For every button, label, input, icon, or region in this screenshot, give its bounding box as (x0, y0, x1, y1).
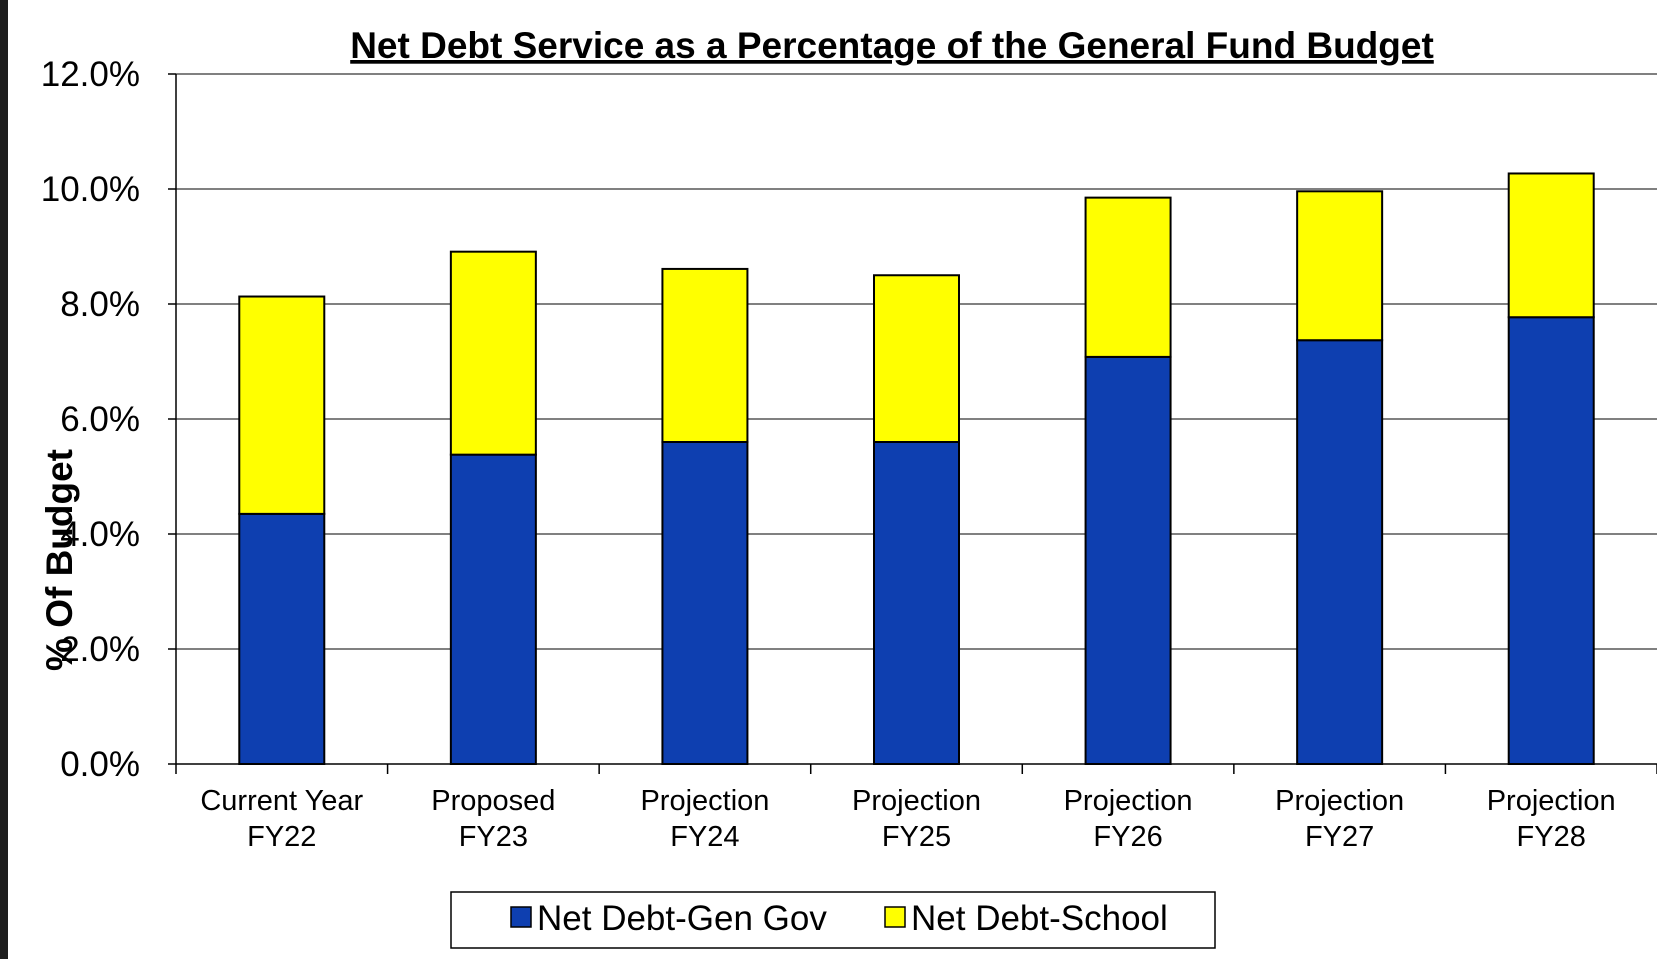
x-category-label: FY25 (882, 821, 951, 853)
y-tick-label: 0.0% (60, 745, 140, 784)
bar-net-debt-gen-gov (661, 441, 749, 765)
legend-box (450, 891, 1216, 949)
y-tick-label: 6.0% (60, 400, 140, 439)
bar-net-debt-school (449, 250, 537, 456)
bar-net-debt-school (661, 267, 749, 443)
x-category-label: FY23 (459, 821, 528, 853)
bar-net-debt-school (1507, 172, 1595, 319)
bar-net-debt-gen-gov (1296, 339, 1384, 765)
legend-label-gen-gov: Net Debt-Gen Gov (537, 899, 827, 938)
x-category-label: FY28 (1517, 821, 1586, 853)
bar-net-debt-school (1296, 190, 1384, 342)
bar-net-debt-school (238, 295, 326, 515)
bars (238, 172, 1595, 765)
bar-net-debt-school (873, 274, 960, 443)
legend: Net Debt-Gen Gov Net Debt-School (450, 891, 1216, 949)
x-category-label: Projection (1064, 785, 1193, 817)
legend-label-school: Net Debt-School (911, 899, 1168, 938)
x-category-label: Current Year (200, 785, 363, 817)
chart-frame: 0.0% 2.0% 4.0% 6.0% 8.0% 10.0% 12.0% Current Ye… (8, 0, 1657, 959)
y-tick-label: 10.0% (41, 170, 140, 209)
bar-net-debt-gen-gov (873, 441, 960, 765)
chart-title: Net Debt Service as a Percentage of the … (350, 25, 1434, 66)
bar-net-debt-gen-gov (1507, 316, 1595, 765)
bar-net-debt-gen-gov (449, 453, 537, 765)
y-tick-label: 2.0% (60, 630, 140, 669)
legend-swatch-school (884, 906, 906, 928)
bar-net-debt-gen-gov (1084, 355, 1172, 765)
y-tick-label: 12.0% (41, 55, 140, 94)
bar-chart: 0.0% 2.0% 4.0% 6.0% 8.0% 10.0% 12.0% Current Ye… (39, 25, 1657, 949)
axes: 0.0% 2.0% 4.0% 6.0% 8.0% 10.0% 12.0% Current Ye… (41, 55, 1657, 853)
x-category-label: Projection (1275, 785, 1404, 817)
x-category-label: Projection (852, 785, 981, 817)
bar-net-debt-school (1084, 196, 1172, 358)
x-category-label: Projection (640, 785, 769, 817)
bar-net-debt-gen-gov (238, 512, 326, 765)
x-category-label: FY26 (1093, 821, 1162, 853)
x-category-label: FY22 (247, 821, 316, 853)
x-category-label: Projection (1487, 785, 1616, 817)
x-category-label: FY27 (1305, 821, 1374, 853)
y-axis-title: % Of Budget (39, 449, 80, 671)
y-tick-label: 4.0% (60, 515, 140, 554)
y-tick-label: 8.0% (60, 285, 140, 324)
x-category-label: Proposed (431, 785, 555, 817)
x-category-label: FY24 (670, 821, 739, 853)
legend-swatch-gen-gov (510, 906, 532, 928)
